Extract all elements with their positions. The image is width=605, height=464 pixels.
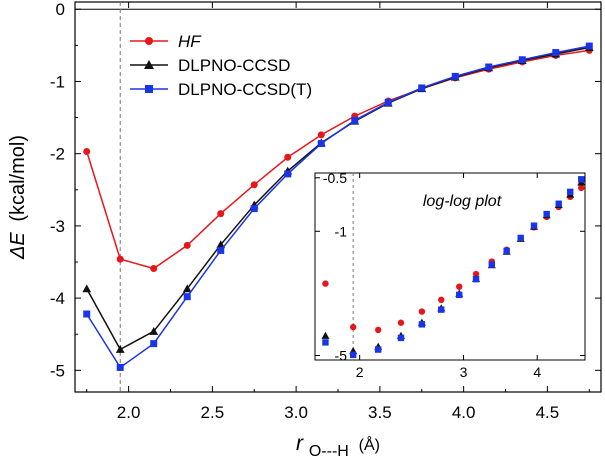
legend-marker-HF	[145, 37, 153, 45]
inset-point-HF	[472, 270, 480, 278]
x-axis-subscript: O---H	[309, 443, 349, 460]
x-tick-label: 3.5	[368, 403, 392, 422]
data-point-DLPNO-CCSD	[149, 326, 159, 335]
inset-point-DLPNO-CCSD(T)	[503, 247, 510, 255]
data-point-DLPNO-CCSD(T)	[217, 246, 225, 254]
y-axis-unit: (kcal/mol)	[7, 135, 29, 222]
inset-point-DLPNO-CCSD(T)	[349, 351, 357, 359]
y-tick-label: -5	[50, 361, 65, 380]
inset-point-DLPNO-CCSD(T)	[456, 291, 463, 299]
inset-point-DLPNO-CCSD(T)	[567, 188, 574, 196]
inset-point-DLPNO-CCSD(T)	[418, 321, 426, 328]
inset-point-HF	[322, 280, 329, 287]
data-point-DLPNO-CCSD(T)	[116, 363, 124, 371]
y-tick-label: -2	[50, 145, 65, 164]
inset-point-HF	[397, 319, 405, 326]
inset-point-DLPNO-CCSD(T)	[530, 222, 538, 229]
data-point-DLPNO-CCSD	[182, 284, 192, 293]
data-point-DLPNO-CCSD(T)	[150, 340, 158, 348]
inset-x-tick-label: 3	[460, 364, 468, 380]
y-tick-label: -3	[50, 217, 65, 236]
x-axis-symbol: r	[296, 432, 304, 455]
inset-point-HF	[438, 296, 445, 304]
y-tick-label: -4	[50, 289, 65, 308]
inset-y-tick-label: -0.5	[323, 170, 347, 186]
legend-label: DLPNO-CCSD	[178, 56, 290, 75]
inset-point-HF	[456, 283, 463, 290]
inset-point-HF	[349, 323, 357, 331]
data-point-DLPNO-CCSD(T)	[552, 49, 560, 57]
data-point-DLPNO-CCSD(T)	[351, 116, 359, 124]
x-tick-label: 2.5	[201, 403, 225, 422]
data-point-HF	[317, 131, 325, 139]
series-line-DLPNO-CCSD(T)	[86, 45, 590, 369]
inset-point-DLPNO-CCSD(T)	[517, 234, 524, 242]
data-point-DLPNO-CCSD(T)	[317, 140, 325, 148]
data-point-DLPNO-CCSD(T)	[518, 56, 526, 64]
x-axis-unit: (Å)	[359, 435, 380, 454]
legend-marker-DLPNO-CCSD(T)	[145, 85, 153, 93]
inset-title: log-log plot	[423, 193, 502, 210]
x-tick-label: 4.5	[536, 403, 560, 422]
data-point-DLPNO-CCSD(T)	[250, 205, 258, 213]
data-point-DLPNO-CCSD(T)	[83, 310, 91, 318]
legend: HF DLPNO-CCSD DLPNO-CCSD(T)	[130, 32, 312, 99]
data-point-DLPNO-CCSD	[216, 240, 226, 249]
inset-point-HF	[418, 308, 426, 315]
inset-y-tick-label: -5	[335, 348, 348, 364]
inset-point-DLPNO-CCSD	[321, 331, 330, 339]
inset-point-DLPNO-CCSD(T)	[543, 210, 550, 218]
data-point-HF	[250, 181, 258, 189]
inset-y-tick-label: -1	[335, 223, 348, 239]
inset-plot-frame	[314, 172, 586, 361]
inset-point-HF	[578, 184, 585, 192]
inset-point-DLPNO-CCSD(T)	[397, 334, 405, 342]
x-tick-label: 2.0	[117, 403, 141, 422]
inset-point-DLPNO-CCSD(T)	[438, 306, 445, 313]
data-point-HF	[150, 265, 158, 272]
inset-point-DLPNO-CCSD(T)	[578, 176, 585, 183]
inset-point-HF	[374, 326, 382, 334]
x-tick-label: 4.0	[452, 403, 476, 422]
legend-marker-DLPNO-CCSD	[144, 60, 154, 69]
data-point-DLPNO-CCSD	[82, 284, 92, 293]
legend-label: HF	[178, 32, 202, 51]
inset-point-DLPNO-CCSD(T)	[488, 261, 496, 268]
inset-point-DLPNO-CCSD(T)	[472, 275, 480, 283]
y-axis-title: ΔE (kcal/mol)	[7, 135, 29, 260]
inset-point-DLPNO-CCSD(T)	[322, 339, 329, 346]
data-point-DLPNO-CCSD(T)	[284, 170, 292, 178]
x-axis-title: r O---H (Å)	[296, 432, 380, 461]
data-point-DLPNO-CCSD(T)	[451, 72, 459, 80]
y-tick-label: -1	[50, 72, 65, 91]
data-point-HF	[217, 210, 225, 218]
inset-point-DLPNO-CCSD(T)	[374, 346, 382, 353]
y-tick-label: 0	[56, 0, 65, 19]
legend-label: DLPNO-CCSD(T)	[178, 80, 312, 99]
data-point-HF	[284, 153, 292, 161]
x-tick-label: 3.0	[284, 403, 308, 422]
data-point-DLPNO-CCSD(T)	[485, 63, 493, 71]
data-point-DLPNO-CCSD(T)	[384, 98, 392, 106]
data-point-DLPNO-CCSD(T)	[418, 84, 426, 92]
data-point-DLPNO-CCSD	[115, 345, 125, 353]
data-point-HF	[116, 255, 124, 263]
inset-plot: 2 3 4 -0.5 -1 -5 log-log plot	[314, 170, 586, 380]
inset-x-tick-label: 2	[356, 364, 364, 380]
series-line-HF	[86, 49, 590, 270]
data-point-DLPNO-CCSD(T)	[585, 42, 593, 50]
inset-x-tick-label: 4	[533, 364, 541, 380]
data-point-HF	[83, 148, 91, 155]
data-point-DLPNO-CCSD(T)	[183, 293, 191, 301]
inset-point-DLPNO-CCSD(T)	[555, 200, 562, 207]
y-axis-symbol: ΔE	[7, 232, 29, 260]
data-point-HF	[183, 241, 191, 249]
